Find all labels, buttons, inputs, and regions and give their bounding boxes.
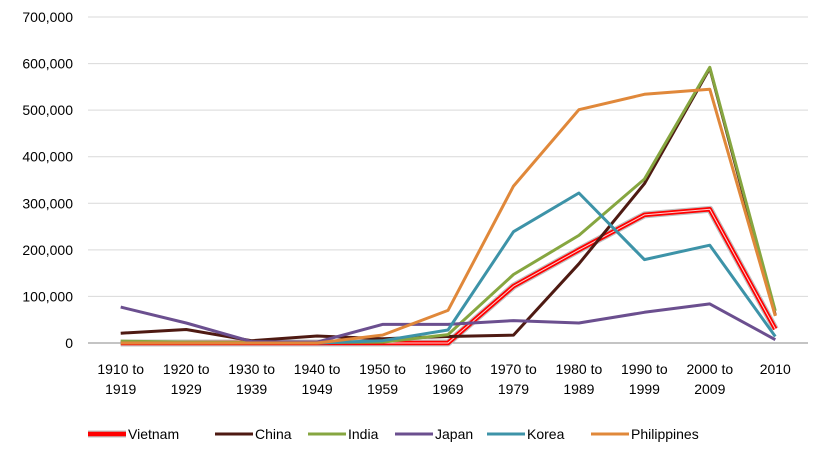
x-tick-label: 2009 [694,381,725,397]
y-tick-label: 100,000 [22,288,73,304]
x-tick-label: 1910 to [97,361,144,377]
x-tick-label: 1999 [629,381,660,397]
x-tick-label: 1960 to [425,361,472,377]
x-tick-label: 1959 [367,381,398,397]
x-tick-label: 1920 to [163,361,210,377]
x-tick-label: 1980 to [556,361,603,377]
series-line-india [120,65,777,344]
y-tick-label: 500,000 [22,102,73,118]
legend-label: Vietnam [128,426,179,442]
legend-item-india: India [308,426,379,442]
x-tick-label: 2010 [760,361,791,377]
x-tick-label: 1949 [302,381,333,397]
series-lines [120,65,779,347]
x-tick-label: 1969 [432,381,463,397]
legend-item-philippines: Philippines [591,426,699,442]
x-tick-label: 1940 to [294,361,341,377]
legend-item-korea: Korea [487,426,565,442]
y-tick-label: 600,000 [22,56,73,72]
x-tick-label: 2000 to [686,361,733,377]
x-tick-label: 1930 to [228,361,275,377]
x-axis-ticks: 1910 to 1919 1920 to 1929 1930 to 1939 1940 to… [97,361,791,397]
y-tick-label: 700,000 [22,9,73,25]
y-axis-ticks: 0 100,000 200,000 300,000 400,000 500,000 600,… [22,9,73,351]
x-tick-label: 1919 [105,381,136,397]
y-tick-label: 200,000 [22,242,73,258]
legend-item-japan: Japan [395,426,473,442]
y-tick-label: 300,000 [22,195,73,211]
series-line-philippines [120,87,777,345]
x-tick-label: 1970 to [490,361,537,377]
legend: Vietnam China India Japan Korea Philippines [88,426,699,442]
legend-item-vietnam: Vietnam [88,426,179,442]
legend-label: Philippines [631,426,699,442]
gridlines [88,16,808,344]
x-tick-label: 1939 [236,381,267,397]
x-tick-label: 1979 [498,381,529,397]
x-tick-label: 1990 to [621,361,668,377]
x-tick-label: 1929 [171,381,202,397]
y-tick-label: 0 [65,335,73,351]
series-line-china [120,66,777,343]
x-tick-label: 1989 [563,381,594,397]
legend-label: China [255,426,292,442]
legend-item-china: China [215,426,292,442]
series-line-japan [120,302,777,344]
legend-label: Japan [435,426,473,442]
x-tick-label: 1950 to [359,361,406,377]
y-tick-label: 400,000 [22,149,73,165]
legend-label: India [348,426,379,442]
legend-label: Korea [527,426,565,442]
